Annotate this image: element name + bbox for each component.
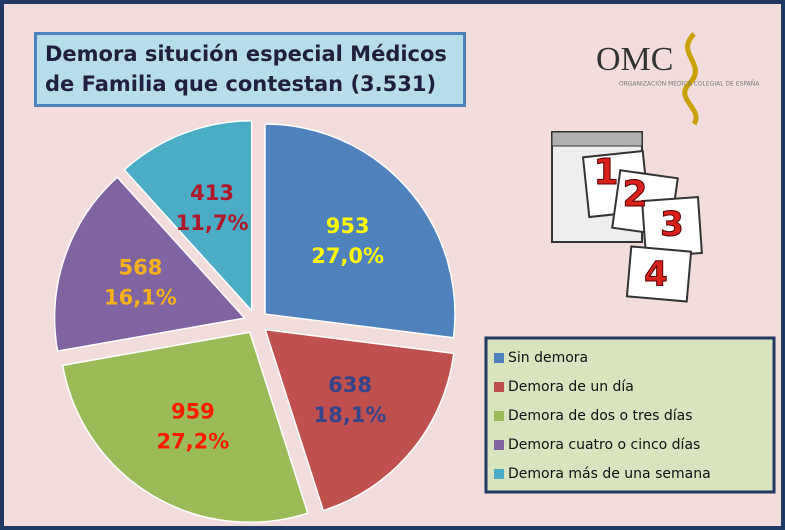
legend-marker <box>494 382 504 392</box>
slice-percent-label: 27,0% <box>311 244 384 268</box>
legend-box <box>484 336 776 494</box>
legend-label: Demora de dos o tres días <box>508 408 693 424</box>
slice-value-label: 568 <box>118 255 162 279</box>
slice-value-label: 959 <box>171 400 215 424</box>
pie-slice <box>264 328 455 512</box>
logo-subtitle: ORGANIZACIÓN MÉDICA COLEGIAL DE ESPAÑA <box>619 80 760 88</box>
chart-canvas: OMC ORGANIZACIÓN MÉDICA COLEGIAL DE ESPA… <box>53 32 776 524</box>
pie-slice <box>61 331 309 524</box>
pie-slice <box>53 176 247 353</box>
logo-text: OMC <box>596 41 673 78</box>
calendar-page <box>625 245 693 303</box>
slice-percent-label: 18,1% <box>314 403 387 427</box>
legend-marker <box>494 469 504 479</box>
calendar-illustration: 1 2 3 4 <box>551 131 703 303</box>
slice-percent-label: 11,7% <box>176 211 249 235</box>
calendar-header <box>551 131 643 147</box>
calendar-number: 1 <box>593 152 618 193</box>
calendar-number: 3 <box>660 205 684 245</box>
slice-value-label: 953 <box>326 214 370 238</box>
legend-marker <box>494 440 504 450</box>
slice-value-label: 638 <box>328 373 372 397</box>
slice-percent-label: 16,1% <box>104 285 177 309</box>
calendar-number: 4 <box>644 255 668 295</box>
legend-label: Demora más de una semana <box>508 466 711 482</box>
slice-value-label: 413 <box>190 181 234 205</box>
calendar-number: 2 <box>622 174 647 215</box>
pie-slice <box>264 123 456 339</box>
legend-label: Demora de un día <box>508 379 634 395</box>
pie-slice <box>123 120 253 313</box>
legend-label: Sin demora <box>508 350 588 366</box>
chart-title: Demora situción especial Médicos de Fami… <box>34 32 466 107</box>
legend-marker <box>494 411 504 421</box>
slice-percent-label: 27,2% <box>156 430 229 454</box>
legend-marker <box>494 353 504 363</box>
logo-staff <box>682 32 699 126</box>
legend-label: Demora cuatro o cinco días <box>508 437 700 453</box>
